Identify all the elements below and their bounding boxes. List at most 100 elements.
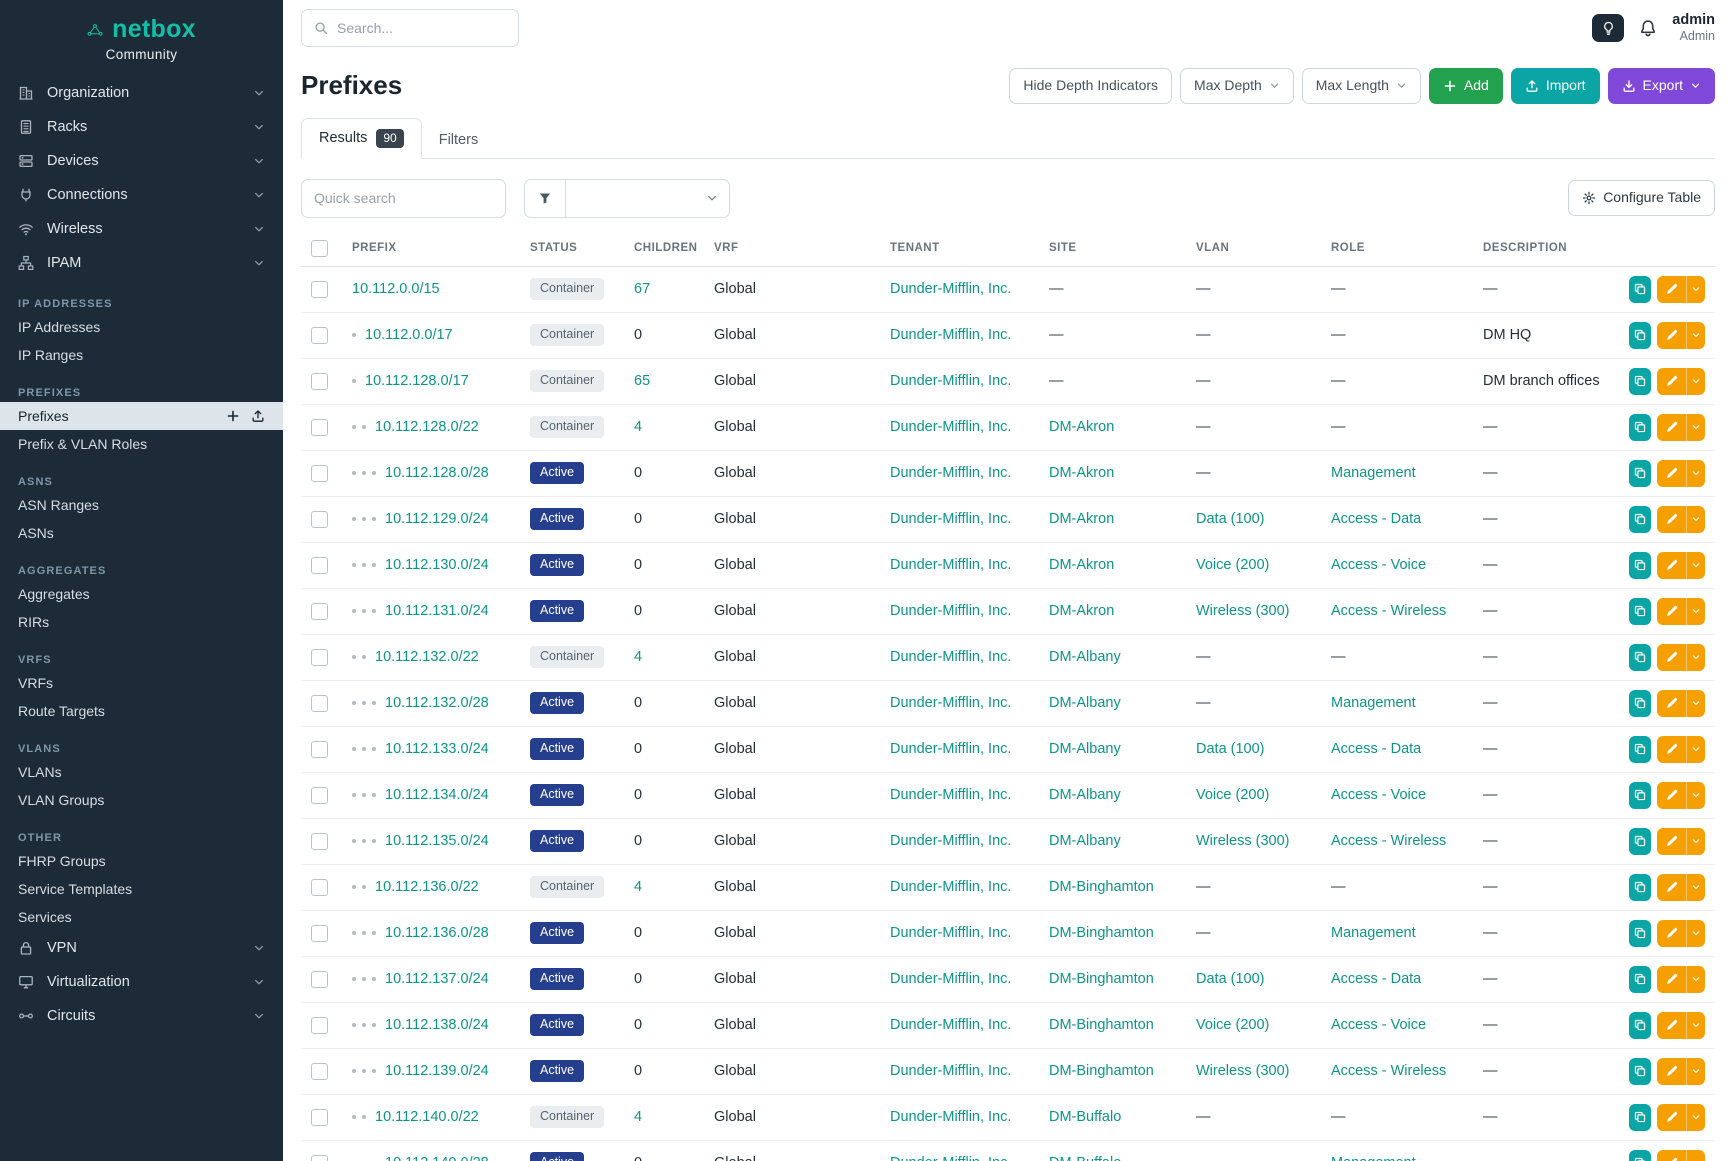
site-link[interactable]: DM-Binghamton xyxy=(1049,879,1154,895)
sidebar-item-rirs[interactable]: RIRs xyxy=(0,608,283,636)
row-checkbox[interactable] xyxy=(311,510,328,528)
edit-dropdown-button[interactable] xyxy=(1686,965,1705,993)
copy-button[interactable] xyxy=(1629,1057,1651,1085)
prefix-link[interactable]: 10.112.136.0/28 xyxy=(385,925,489,941)
edit-dropdown-button[interactable] xyxy=(1686,873,1705,901)
max-length-dropdown[interactable]: Max Length xyxy=(1301,68,1421,104)
row-checkbox[interactable] xyxy=(311,280,328,298)
copy-button[interactable] xyxy=(1629,1011,1651,1039)
edit-dropdown-button[interactable] xyxy=(1686,1011,1705,1039)
copy-button[interactable] xyxy=(1629,459,1651,487)
edit-button[interactable] xyxy=(1657,1011,1686,1039)
site-link[interactable]: DM-Binghamton xyxy=(1049,971,1154,987)
import-button[interactable]: Import xyxy=(1510,68,1600,104)
copy-button[interactable] xyxy=(1629,275,1651,303)
row-checkbox[interactable] xyxy=(311,464,328,482)
edit-dropdown-button[interactable] xyxy=(1686,1057,1705,1085)
sidebar-group-vpn[interactable]: VPN xyxy=(0,931,283,965)
prefix-link[interactable]: 10.112.140.0/28 xyxy=(385,1155,489,1161)
quick-search-input[interactable] xyxy=(301,178,506,218)
row-checkbox[interactable] xyxy=(311,832,328,850)
site-link[interactable]: DM-Akron xyxy=(1049,511,1115,527)
vlan-link[interactable]: Wireless (300) xyxy=(1196,1063,1290,1079)
edit-button[interactable] xyxy=(1657,735,1686,763)
edit-button[interactable] xyxy=(1657,321,1686,349)
sidebar-item-vrfs[interactable]: VRFs xyxy=(0,669,283,697)
edit-dropdown-button[interactable] xyxy=(1686,1149,1705,1161)
edit-button[interactable] xyxy=(1657,459,1686,487)
copy-button[interactable] xyxy=(1629,735,1651,763)
notifications-button[interactable] xyxy=(1639,19,1657,37)
tenant-link[interactable]: Dunder-Mifflin, Inc. xyxy=(890,649,1012,665)
export-dropdown-button[interactable]: Export xyxy=(1607,68,1715,104)
row-checkbox[interactable] xyxy=(311,556,328,574)
sidebar-group-ipam[interactable]: IPAM xyxy=(0,246,283,280)
edit-button[interactable] xyxy=(1657,827,1686,855)
tenant-link[interactable]: Dunder-Mifflin, Inc. xyxy=(890,281,1012,297)
edit-dropdown-button[interactable] xyxy=(1686,367,1705,395)
prefix-link[interactable]: 10.112.136.0/22 xyxy=(375,879,479,895)
tab-filters[interactable]: Filters xyxy=(422,122,495,158)
tenant-link[interactable]: Dunder-Mifflin, Inc. xyxy=(890,1017,1012,1033)
edit-button[interactable] xyxy=(1657,275,1686,303)
prefix-link[interactable]: 10.112.130.0/24 xyxy=(385,557,489,573)
prefix-link[interactable]: 10.112.132.0/28 xyxy=(385,695,489,711)
role-link[interactable]: Management xyxy=(1331,1155,1416,1161)
site-link[interactable]: DM-Albany xyxy=(1049,649,1121,665)
edit-button[interactable] xyxy=(1657,919,1686,947)
children-count-link[interactable]: 4 xyxy=(634,879,643,895)
column-header-status[interactable]: STATUS xyxy=(520,229,624,267)
global-search[interactable] xyxy=(301,9,519,47)
sidebar-item-prefixes[interactable]: Prefixes xyxy=(0,402,283,430)
copy-button[interactable] xyxy=(1629,367,1651,395)
edit-button[interactable] xyxy=(1657,505,1686,533)
edit-dropdown-button[interactable] xyxy=(1686,275,1705,303)
prefix-link[interactable]: 10.112.131.0/24 xyxy=(385,603,489,619)
tenant-link[interactable]: Dunder-Mifflin, Inc. xyxy=(890,603,1012,619)
site-link[interactable]: DM-Buffalo xyxy=(1049,1155,1121,1161)
tenant-link[interactable]: Dunder-Mifflin, Inc. xyxy=(890,925,1012,941)
column-header-prefix[interactable]: PREFIX xyxy=(342,229,520,267)
sidebar-group-connections[interactable]: Connections xyxy=(0,178,283,212)
row-checkbox[interactable] xyxy=(311,1062,328,1080)
sidebar-item-vlan-groups[interactable]: VLAN Groups xyxy=(0,786,283,814)
edit-button[interactable] xyxy=(1657,597,1686,625)
sidebar-item-route-targets[interactable]: Route Targets xyxy=(0,697,283,725)
edit-dropdown-button[interactable] xyxy=(1686,1103,1705,1131)
edit-dropdown-button[interactable] xyxy=(1686,735,1705,763)
row-checkbox[interactable] xyxy=(311,1108,328,1126)
site-link[interactable]: DM-Binghamton xyxy=(1049,1063,1154,1079)
vlan-link[interactable]: Voice (200) xyxy=(1196,787,1270,803)
role-link[interactable]: Access - Data xyxy=(1331,511,1422,527)
column-header-role[interactable]: ROLE xyxy=(1321,229,1473,267)
edit-dropdown-button[interactable] xyxy=(1686,643,1705,671)
configure-table-button[interactable]: Configure Table xyxy=(1568,180,1715,216)
tenant-link[interactable]: Dunder-Mifflin, Inc. xyxy=(890,373,1012,389)
tenant-link[interactable]: Dunder-Mifflin, Inc. xyxy=(890,1155,1011,1161)
prefix-link[interactable]: 10.112.0.0/17 xyxy=(365,327,453,343)
tenant-link[interactable]: Dunder-Mifflin, Inc. xyxy=(890,327,1012,343)
site-link[interactable]: DM-Albany xyxy=(1049,741,1121,757)
sidebar-group-racks[interactable]: Racks xyxy=(0,110,283,144)
site-link[interactable]: DM-Akron xyxy=(1049,603,1115,619)
quick-import-button[interactable] xyxy=(251,409,265,423)
prefix-link[interactable]: 10.112.128.0/28 xyxy=(385,465,489,481)
tenant-link[interactable]: Dunder-Mifflin, Inc. xyxy=(890,511,1012,527)
prefix-link[interactable]: 10.112.140.0/22 xyxy=(375,1109,479,1125)
copy-button[interactable] xyxy=(1629,321,1651,349)
edit-button[interactable] xyxy=(1657,1103,1686,1131)
prefix-link[interactable]: 10.112.132.0/22 xyxy=(375,649,479,665)
vlan-link[interactable]: Data (100) xyxy=(1196,741,1265,757)
copy-button[interactable] xyxy=(1629,1149,1651,1161)
global-search-input[interactable] xyxy=(337,20,518,36)
prefix-link[interactable]: 10.112.128.0/22 xyxy=(375,419,479,435)
quick-add-button[interactable] xyxy=(226,409,240,423)
site-link[interactable]: DM-Albany xyxy=(1049,787,1121,803)
edit-dropdown-button[interactable] xyxy=(1686,597,1705,625)
column-header-vlan[interactable]: VLAN xyxy=(1186,229,1321,267)
sidebar-item-aggregates[interactable]: Aggregates xyxy=(0,580,283,608)
row-checkbox[interactable] xyxy=(311,786,328,804)
row-checkbox[interactable] xyxy=(311,740,328,758)
edit-button[interactable] xyxy=(1657,965,1686,993)
edit-button[interactable] xyxy=(1657,643,1686,671)
